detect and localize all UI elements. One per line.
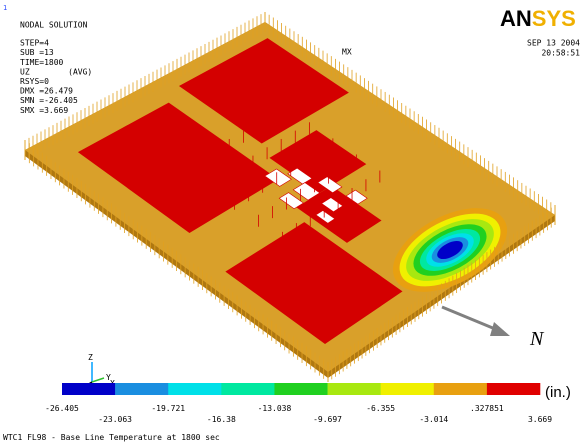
header-line: RSYS=0 bbox=[20, 77, 49, 86]
legend-label: -23.063 bbox=[98, 415, 132, 424]
date: SEP 13 2004 bbox=[527, 39, 580, 48]
header-line: SUB =13 bbox=[20, 48, 54, 57]
red-region bbox=[77, 102, 279, 233]
header-line: SMX =3.669 bbox=[20, 106, 68, 115]
legend-swatch bbox=[168, 383, 222, 395]
triad-axis bbox=[91, 377, 105, 383]
legend-label: -3.014 bbox=[419, 415, 448, 424]
opening bbox=[278, 192, 304, 210]
header-line: STEP=4 bbox=[20, 39, 49, 48]
window-number: 1 bbox=[3, 4, 7, 12]
legend-label: -19.721 bbox=[151, 404, 185, 413]
opening bbox=[317, 176, 343, 194]
legend-swatch bbox=[62, 383, 116, 395]
legend-label: -6.355 bbox=[366, 404, 395, 413]
triad-label: Y bbox=[106, 373, 111, 382]
north-label: N bbox=[529, 328, 545, 350]
legend-swatch bbox=[380, 383, 435, 395]
opening bbox=[321, 197, 344, 213]
legend-label: .327851 bbox=[470, 404, 504, 413]
legend-label: 3.669 bbox=[528, 415, 552, 424]
north-arrow bbox=[441, 305, 501, 333]
legend-swatch bbox=[327, 383, 381, 395]
opening bbox=[292, 182, 321, 201]
north-arrow-head bbox=[490, 322, 510, 336]
time: 20:58:51 bbox=[541, 49, 580, 58]
header-title: NODAL SOLUTION bbox=[20, 21, 88, 30]
opening bbox=[315, 210, 336, 224]
legend-label: -9.697 bbox=[313, 415, 342, 424]
legend-swatch bbox=[221, 383, 275, 395]
logo: ANSYS bbox=[500, 6, 576, 31]
deflection-contour bbox=[437, 240, 463, 260]
legend-unit: (in.) bbox=[545, 384, 571, 401]
header-line: UZ (AVG) bbox=[20, 67, 92, 76]
legend-swatch bbox=[115, 383, 169, 395]
legend-swatch bbox=[486, 383, 541, 395]
legend-label: -26.405 bbox=[45, 404, 79, 413]
red-region bbox=[178, 38, 349, 144]
logo-part: SYS bbox=[532, 6, 576, 31]
header-line: TIME=1800 bbox=[20, 58, 64, 67]
legend-swatch bbox=[274, 383, 328, 395]
opening bbox=[287, 167, 313, 185]
legend-label: -13.038 bbox=[258, 404, 292, 413]
opening bbox=[264, 168, 292, 187]
triad-label: Z bbox=[88, 353, 93, 362]
footer: WTC1 FL98 - Base Line Temperature at 180… bbox=[3, 433, 220, 442]
header-line: DMX =26.479 bbox=[20, 87, 73, 96]
legend-label: -16.38 bbox=[207, 415, 236, 424]
logo-part: AN bbox=[500, 6, 532, 31]
red-region bbox=[296, 185, 382, 243]
max-marker: MX bbox=[342, 48, 352, 57]
columns-red bbox=[186, 106, 381, 244]
legend-swatch bbox=[433, 383, 488, 395]
red-region bbox=[269, 130, 367, 193]
columns bbox=[24, 12, 556, 382]
red-region bbox=[225, 222, 403, 345]
header-line: SMN =-26.405 bbox=[20, 96, 78, 105]
